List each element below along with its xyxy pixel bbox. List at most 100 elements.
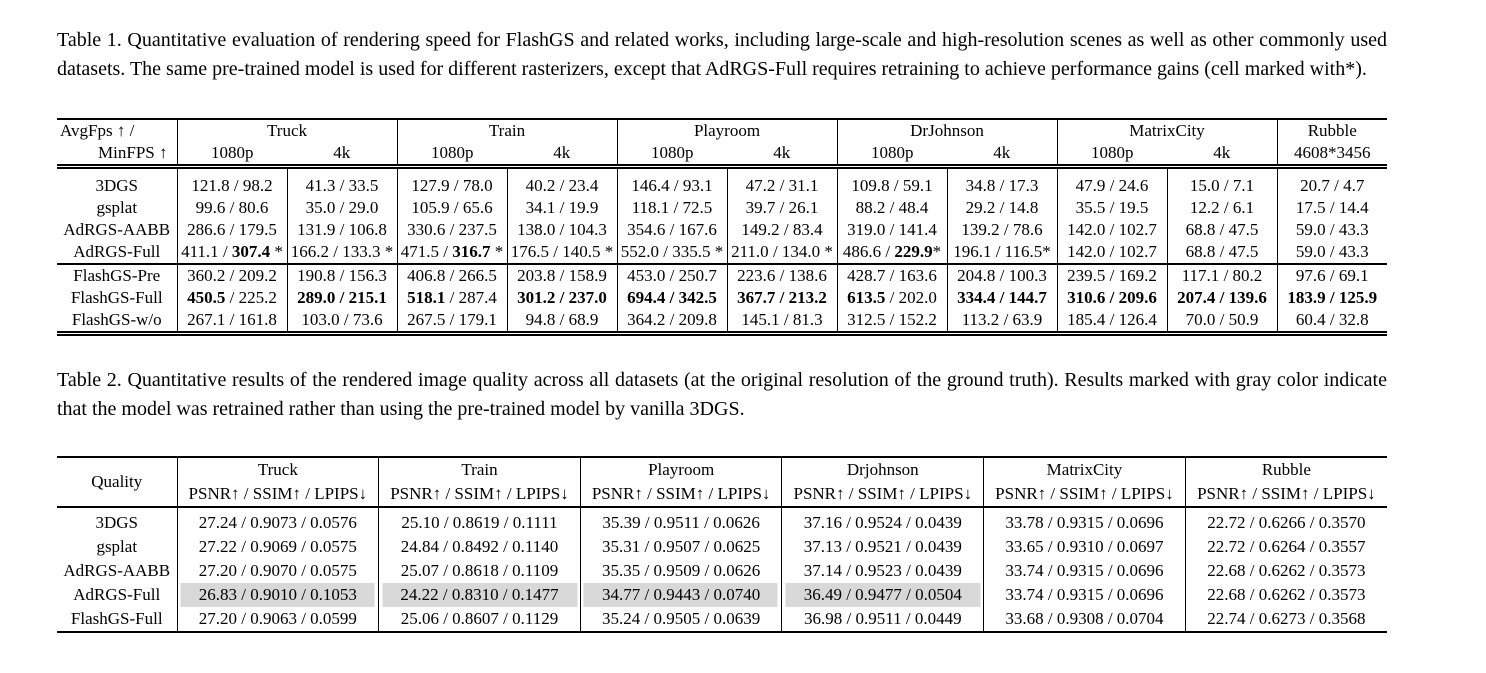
t1-dataset-header-rubble: Rubble xyxy=(1276,119,1387,142)
t1-cell: 138.0 / 104.3 xyxy=(506,219,617,241)
t1-cell: 41.3 / 33.5 xyxy=(286,166,397,197)
t1-dataset-header-train: Train xyxy=(396,119,617,142)
t1-cell: 105.9 / 65.6 xyxy=(396,197,507,219)
t1-cell: 310.6 / 209.6 xyxy=(1056,287,1167,309)
t2-cell-retrained: 24.22 / 0.8310 / 0.1477 xyxy=(378,583,581,607)
t1-cell: 103.0 / 73.6 xyxy=(286,309,397,334)
t1-cell: 471.5 / 316.7 * xyxy=(396,241,507,264)
t2-metrics-header: PSNR↑ / SSIM↑ / LPIPS↓ xyxy=(176,482,379,508)
t2-cell: 25.07 / 0.8618 / 0.1109 xyxy=(378,559,581,583)
t2-cell: 33.78 / 0.9315 / 0.0696 xyxy=(983,507,1186,535)
t1-resolution-header: 1080p xyxy=(616,142,727,169)
row-label: 3DGS xyxy=(95,176,138,195)
table-row: FlashGS-w/o 267.1 / 161.8 103.0 / 73.6 267.… xyxy=(57,309,1387,334)
t1-resolution-header: 1080p xyxy=(176,142,287,169)
t1-cell: 286.6 / 179.5 xyxy=(176,219,287,241)
t2-cell: 22.68 / 0.6262 / 0.3573 xyxy=(1184,583,1387,607)
t2-header-row-metrics: PSNR↑ / SSIM↑ / LPIPS↓ PSNR↑ / SSIM↑ / LP… xyxy=(57,482,1387,508)
table2-caption: Table 2. Quantitative results of the ren… xyxy=(57,369,1387,420)
t1-cell: 146.4 / 93.1 xyxy=(616,166,727,197)
t1-dataset-header-drjohnson: DrJohnson xyxy=(836,119,1057,142)
t2-cell: 25.10 / 0.8619 / 0.1111 xyxy=(378,507,581,535)
t1-cell: 15.0 / 7.1 xyxy=(1166,166,1277,197)
t2-header-row-datasets: Quality Truck Train Playroom Drjohnson Matrix… xyxy=(57,457,1387,508)
row-label: AdRGS-Full xyxy=(73,585,161,604)
t1-cell: 289.0 / 215.1 xyxy=(286,287,397,309)
t1-cell: 267.1 / 161.8 xyxy=(176,309,287,334)
t2-cell: 22.72 / 0.6264 / 0.3557 xyxy=(1184,535,1387,559)
t1-cell: 450.5 / 225.2 xyxy=(176,287,287,309)
t1-cell: 118.1 / 72.5 xyxy=(616,197,727,219)
t2-quality-label: Quality xyxy=(57,457,177,508)
t2-cell: 33.65 / 0.9310 / 0.0697 xyxy=(983,535,1186,559)
t1-cell: 68.8 / 47.5 xyxy=(1166,219,1277,241)
t1-cell: 109.8 / 59.1 xyxy=(836,166,947,197)
t2-cell: 27.24 / 0.9073 / 0.0576 xyxy=(176,507,379,535)
t2-dataset-header-train: Train xyxy=(378,457,581,482)
t1-cell: 312.5 / 152.2 xyxy=(836,309,947,334)
t1-cell: 59.0 / 43.3 xyxy=(1276,241,1387,264)
t2-dataset-header-playroom: Playroom xyxy=(579,457,782,482)
t1-cell: 139.2 / 78.6 xyxy=(946,219,1057,241)
t1-cell: 411.1 / 307.4 * xyxy=(176,241,287,264)
row-label: AdRGS-AABB xyxy=(63,220,171,239)
t1-resolution-header: 4k xyxy=(507,142,617,169)
t1-rows-flashgs: FlashGS-Pre 360.2 / 209.2 190.8 / 156.3 406… xyxy=(57,263,1387,334)
row-label: FlashGS-Full xyxy=(70,609,163,628)
t1-dataset-header-playroom: Playroom xyxy=(616,119,837,142)
t2-metrics-header: PSNR↑ / SSIM↑ / LPIPS↓ xyxy=(579,482,782,508)
t1-cell: 301.2 / 237.0 xyxy=(506,287,617,309)
t2-cell: 37.16 / 0.9524 / 0.0439 xyxy=(781,507,984,535)
t1-header: AvgFps ↑ / Truck Train Playroom DrJohnson Mat… xyxy=(57,119,1387,169)
t1-cell: 17.5 / 14.4 xyxy=(1276,197,1387,219)
t1-cell: 613.5 / 202.0 xyxy=(836,287,947,309)
table-row: AdRGS-AABB 286.6 / 179.5 131.9 / 106.8 330.… xyxy=(57,219,1387,241)
t1-cell: 59.0 / 43.3 xyxy=(1276,219,1387,241)
t1-cell: 267.5 / 179.1 xyxy=(396,309,507,334)
t1-resolution-header: 4608*3456 xyxy=(1276,142,1387,169)
t1-cell: 99.6 / 80.6 xyxy=(176,197,287,219)
t2-cell: 35.24 / 0.9505 / 0.0639 xyxy=(579,607,782,632)
table-row: AdRGS-AABB 27.20 / 0.9070 / 0.0575 25.07 /… xyxy=(57,559,1387,583)
t1-cell: 29.2 / 14.8 xyxy=(946,197,1057,219)
t1-cell: 121.8 / 98.2 xyxy=(176,166,287,197)
t2-metrics-header: PSNR↑ / SSIM↑ / LPIPS↓ xyxy=(983,482,1186,508)
table-row: 3DGS 27.24 / 0.9073 / 0.0576 25.10 / 0.861… xyxy=(57,507,1387,535)
row-label: AdRGS-AABB xyxy=(63,561,171,580)
table-row: AdRGS-Full 411.1 / 307.4 * 166.2 / 133.3 *… xyxy=(57,241,1387,264)
table-row: FlashGS-Pre 360.2 / 209.2 190.8 / 156.3 406… xyxy=(57,263,1387,287)
t2-dataset-header-matrixcity: MatrixCity xyxy=(983,457,1186,482)
t1-cell: 239.5 / 169.2 xyxy=(1056,263,1167,287)
t1-cell: 127.9 / 78.0 xyxy=(396,166,507,197)
t1-cell: 183.9 / 125.9 xyxy=(1276,287,1387,309)
t2-cell: 27.20 / 0.9063 / 0.0599 xyxy=(176,607,379,632)
t2-cell: 33.68 / 0.9308 / 0.0704 xyxy=(983,607,1186,632)
t1-cell: 35.5 / 19.5 xyxy=(1056,197,1167,219)
t1-cell: 203.8 / 158.9 xyxy=(506,263,617,287)
t1-cell: 131.9 / 106.8 xyxy=(286,219,397,241)
table1-rendering-speed: AvgFps ↑ / Truck Train Playroom DrJohnson Mat… xyxy=(57,118,1387,336)
t1-cell: 97.6 / 69.1 xyxy=(1276,263,1387,287)
t1-cell: 453.0 / 250.7 xyxy=(616,263,727,287)
table2-image-quality: Quality Truck Train Playroom Drjohnson Matrix… xyxy=(57,456,1387,633)
t1-cell: 166.2 / 133.3 * xyxy=(286,241,397,264)
t1-cell: 354.6 / 167.6 xyxy=(616,219,727,241)
t1-resolution-header: 4k xyxy=(947,142,1057,169)
t2-cell: 35.39 / 0.9511 / 0.0626 xyxy=(579,507,782,535)
t1-header-row-datasets: AvgFps ↑ / Truck Train Playroom DrJohnson Mat… xyxy=(57,119,1387,142)
row-label: gsplat xyxy=(96,537,138,556)
table-row: gsplat 99.6 / 80.6 35.0 / 29.0 105.9 / 65.6… xyxy=(57,197,1387,219)
t2-cell-retrained: 26.83 / 0.9010 / 0.1053 xyxy=(176,583,379,607)
t1-cell: 204.8 / 100.3 xyxy=(946,263,1057,287)
t1-cell: 185.4 / 126.4 xyxy=(1056,309,1167,334)
t1-cell: 552.0 / 335.5 * xyxy=(616,241,727,264)
t1-cell: 367.7 / 213.2 xyxy=(726,287,837,309)
t1-cell: 34.8 / 17.3 xyxy=(946,166,1057,197)
t1-cell: 88.2 / 48.4 xyxy=(836,197,947,219)
t2-cell-retrained: 36.49 / 0.9477 / 0.0504 xyxy=(781,583,984,607)
t2-cell: 22.72 / 0.6266 / 0.3570 xyxy=(1184,507,1387,535)
t2-cell: 37.13 / 0.9521 / 0.0439 xyxy=(781,535,984,559)
table-row: AdRGS-Full 26.83 / 0.9010 / 0.1053 24.22 /… xyxy=(57,583,1387,607)
t1-cell: 12.2 / 6.1 xyxy=(1166,197,1277,219)
table-row: FlashGS-Full 27.20 / 0.9063 / 0.0599 25.06… xyxy=(57,607,1387,632)
